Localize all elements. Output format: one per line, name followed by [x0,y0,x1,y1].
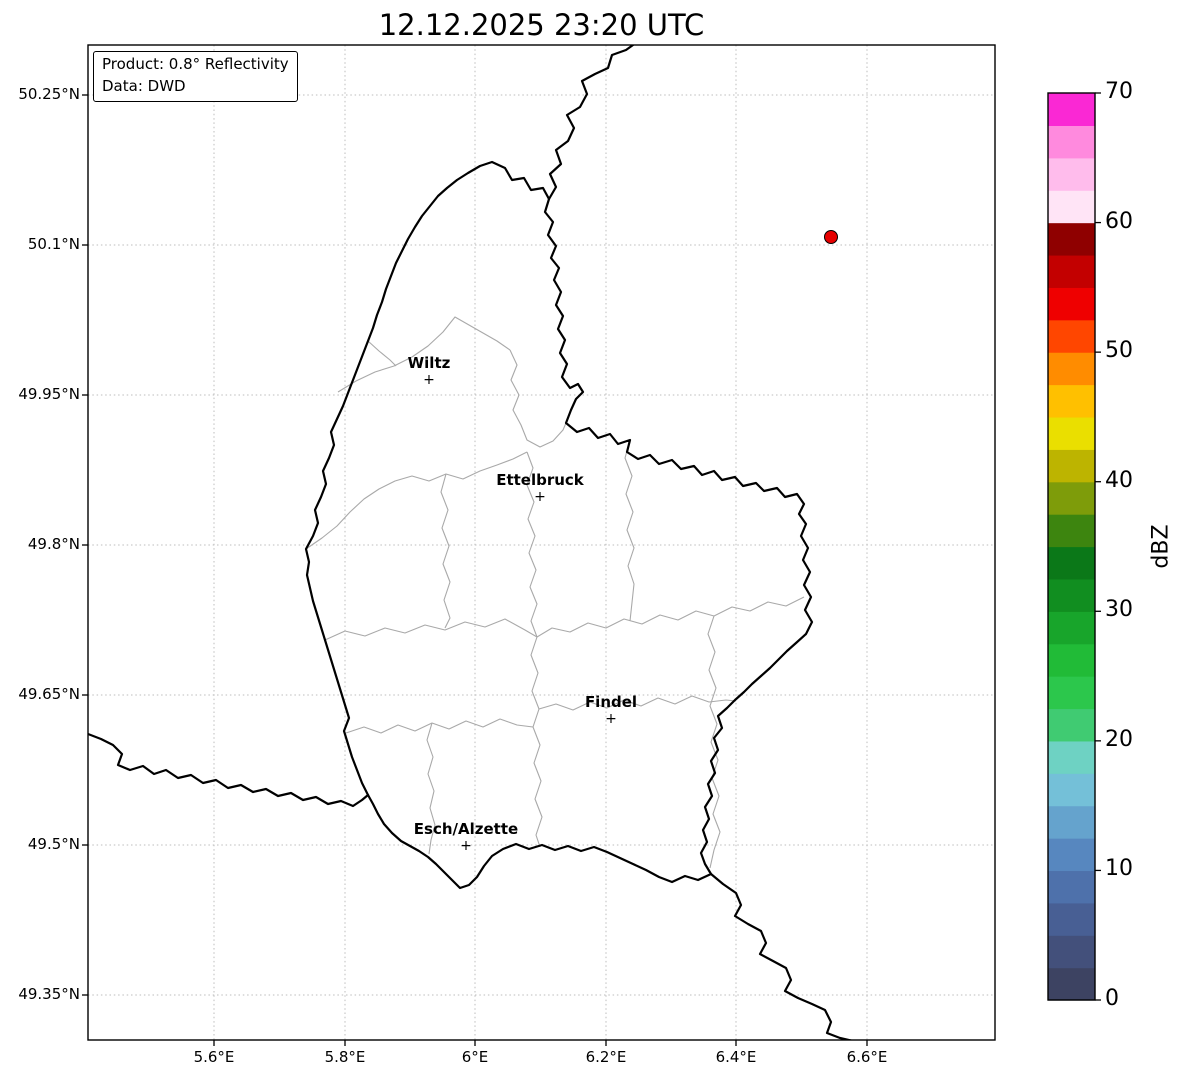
colorbar-segment [1048,902,1095,936]
colorbar-segment [1048,125,1095,159]
colorbar-segment [1048,157,1095,191]
colorbar-segment [1048,449,1095,483]
colorbar-segment [1048,481,1095,515]
colorbar-segment [1048,643,1095,677]
colorbar-segment [1048,546,1095,580]
colorbar-segment [1048,578,1095,612]
product-info-box: Product: 0.8° Reflectivity Data: DWD [93,51,298,102]
luxembourg-country-border [304,160,814,890]
colorbar-segment [1048,352,1095,386]
colorbar-unit-label: dBZ [1148,524,1174,569]
canton-border [624,439,635,622]
colorbar-segment [1048,967,1095,1001]
colorbar-segment [1048,416,1095,450]
colorbar-segment [1048,611,1095,645]
canton-border [440,473,451,629]
district-borders [305,316,805,869]
colorbar-segment [1048,935,1095,969]
colorbar-segment [1048,514,1095,548]
colorbar-segment [1048,93,1095,126]
canton-border [345,718,534,734]
data-source-label: Data: DWD [102,76,186,95]
colorbar-segment [1048,254,1095,288]
colorbar-segment [1048,708,1095,742]
canton-border [526,451,538,638]
map-layer [88,45,854,1040]
plot-border [87,44,996,1041]
colorbar-frame [1047,92,1096,1001]
canton-border [530,636,543,848]
gridlines [88,45,995,1040]
canton-border [538,695,737,711]
colorbar-segment [1048,870,1095,904]
canton-border [426,722,436,855]
colorbar [1047,92,1101,1001]
colorbar-segment [1048,287,1095,321]
canton-border [367,340,397,367]
france-germany-border [709,872,854,1040]
canton-border [337,316,511,393]
colorbar-segment [1048,740,1095,774]
germany-belgium-border [547,45,635,201]
colorbar-segment [1048,773,1095,807]
france-belgium-border [88,732,370,808]
colorbar-segment [1048,384,1095,418]
canton-border [324,596,805,641]
colorbar-segment [1048,319,1095,353]
canton-border [509,349,567,448]
product-label: Product: 0.8° Reflectivity [102,55,289,73]
colorbar-segment [1048,838,1095,872]
colorbar-segment [1048,676,1095,710]
axis-ticks [82,94,868,1046]
colorbar-segment [1048,190,1095,224]
colorbar-segment [1048,805,1095,839]
colorbar-segment [1048,222,1095,256]
radar-site-marker [824,230,838,244]
canton-border [305,451,528,550]
canton-border [707,615,721,869]
plot-title: 12.12.2025 23:20 UTC [378,8,705,42]
